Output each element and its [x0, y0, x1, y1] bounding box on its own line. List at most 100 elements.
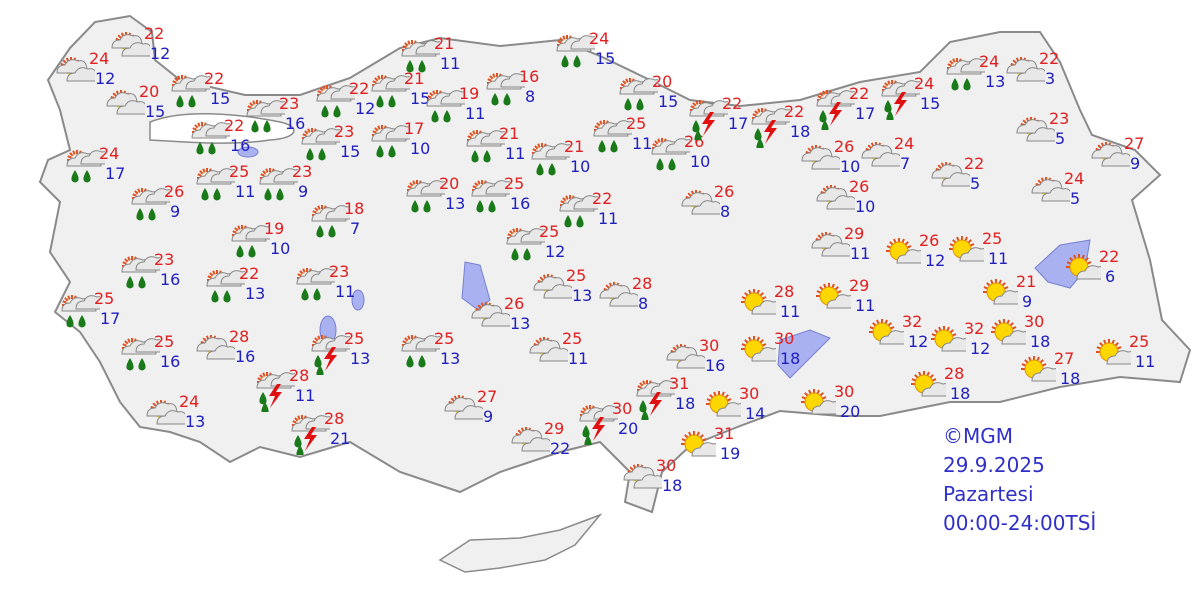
- weather-station: 22 12: [315, 79, 385, 131]
- weather-station: 28 11: [255, 366, 325, 418]
- min-temp: 12: [95, 69, 116, 88]
- weather-station: 27 18: [1020, 349, 1090, 401]
- weather-station: 23 9: [258, 162, 328, 214]
- min-temp: 12: [925, 251, 946, 270]
- max-temp: 23: [279, 94, 300, 113]
- weather-station: 18 7: [310, 199, 380, 251]
- min-temp: 11: [850, 244, 871, 263]
- max-temp: 24: [1064, 169, 1085, 188]
- min-temp: 10: [690, 152, 711, 171]
- weather-station: 22 15: [170, 69, 240, 121]
- max-temp: 26: [164, 182, 185, 201]
- min-temp: 11: [598, 209, 619, 228]
- max-temp: 22: [224, 116, 245, 135]
- max-temp: 16: [519, 67, 540, 86]
- min-temp: 11: [780, 302, 801, 321]
- weather-station: 27 9: [1090, 134, 1160, 186]
- weather-station: 24 13: [145, 392, 215, 444]
- weather-station: 24 7: [860, 134, 930, 186]
- weather-station: 24 13: [945, 52, 1015, 104]
- lake-ataturk-dam: [777, 329, 831, 379]
- weather-station: 30 20: [800, 382, 870, 434]
- weather-station: 23 16: [120, 250, 190, 302]
- min-temp: 10: [855, 197, 876, 216]
- max-temp: 22: [849, 84, 870, 103]
- max-temp: 22: [592, 189, 613, 208]
- max-temp: 29: [544, 419, 565, 438]
- weather-station: 32 12: [868, 312, 938, 364]
- max-temp: 31: [714, 424, 735, 443]
- weather-station: 25 11: [948, 229, 1018, 281]
- min-temp: 6: [1105, 267, 1116, 286]
- min-temp: 11: [465, 104, 486, 123]
- min-temp: 9: [1130, 154, 1141, 173]
- min-temp: 13: [185, 412, 206, 431]
- weather-station: 27 9: [443, 387, 513, 439]
- weather-station: 22 16: [190, 116, 260, 168]
- weather-station: 26 8: [680, 182, 750, 234]
- weather-station: 30 20: [578, 399, 648, 451]
- max-temp: 23: [292, 162, 313, 181]
- copyright-label: ©MGM: [943, 424, 1014, 448]
- weather-station: 28 16: [195, 327, 265, 379]
- max-temp: 23: [329, 262, 350, 281]
- weather-station: 28 11: [740, 282, 810, 334]
- weather-station: 21 10: [530, 137, 600, 189]
- max-temp: 31: [669, 374, 690, 393]
- max-temp: 19: [459, 84, 480, 103]
- max-temp: 30: [834, 382, 855, 401]
- min-temp: 15: [145, 102, 166, 121]
- weather-station: 30 18: [740, 329, 810, 381]
- max-temp: 25: [626, 114, 647, 133]
- max-temp: 21: [1016, 272, 1037, 291]
- min-temp: 15: [340, 142, 361, 161]
- weather-station: 25 11: [195, 162, 265, 214]
- max-temp: 24: [914, 74, 935, 93]
- max-temp: 25: [434, 329, 455, 348]
- weather-station: 20 15: [105, 82, 175, 134]
- min-temp: 8: [638, 294, 649, 313]
- max-temp: 29: [849, 276, 870, 295]
- weather-station: 21 11: [465, 124, 535, 176]
- max-temp: 23: [1049, 109, 1070, 128]
- max-temp: 25: [982, 229, 1003, 248]
- weather-station: 30 18: [622, 456, 692, 508]
- max-temp: 28: [289, 366, 310, 385]
- min-temp: 9: [1022, 292, 1033, 311]
- max-temp: 20: [439, 174, 460, 193]
- max-temp: 21: [434, 34, 455, 53]
- weather-station: 24 15: [555, 29, 625, 81]
- weather-station: 26 13: [470, 294, 540, 346]
- min-temp: 15: [658, 92, 679, 111]
- min-temp: 11: [335, 282, 356, 301]
- weather-station: 23 16: [245, 94, 315, 146]
- min-temp: 22: [550, 439, 571, 458]
- min-temp: 18: [675, 394, 696, 413]
- min-temp: 11: [988, 249, 1009, 268]
- weather-station: 30 14: [705, 384, 775, 436]
- weather-station: 28 18: [910, 364, 980, 416]
- min-temp: 11: [505, 144, 526, 163]
- min-temp: 12: [908, 332, 929, 351]
- weather-station: 19 11: [425, 84, 495, 136]
- weather-station: 24 17: [65, 144, 135, 196]
- period-label: 00:00-24:00TSİ: [943, 511, 1097, 535]
- weather-station: 30 18: [990, 312, 1060, 364]
- min-temp: 10: [410, 139, 431, 158]
- min-temp: 11: [440, 54, 461, 73]
- min-temp: 18: [950, 384, 971, 403]
- min-temp: 13: [245, 284, 266, 303]
- weather-station: 21 11: [400, 34, 470, 86]
- weather-station: 25 12: [505, 222, 575, 274]
- max-temp: 28: [944, 364, 965, 383]
- min-temp: 15: [595, 49, 616, 68]
- min-temp: 10: [840, 157, 861, 176]
- max-temp: 26: [834, 137, 855, 156]
- min-temp: 12: [970, 339, 991, 358]
- min-temp: 17: [105, 164, 126, 183]
- max-temp: 25: [229, 162, 250, 181]
- min-temp: 13: [440, 349, 461, 368]
- weather-station: 28 21: [290, 409, 360, 461]
- min-temp: 10: [270, 239, 291, 258]
- max-temp: 24: [589, 29, 610, 48]
